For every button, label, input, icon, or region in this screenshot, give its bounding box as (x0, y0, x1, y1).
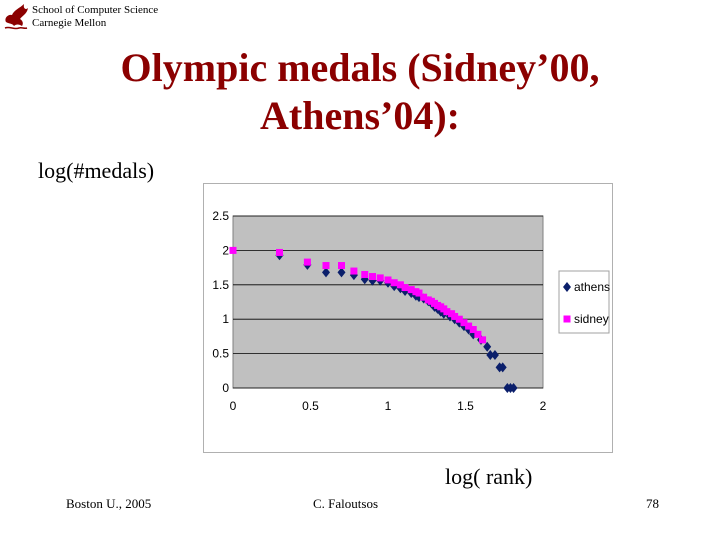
sidney-series (229, 246, 487, 344)
cmu-griffin-logo (4, 4, 28, 30)
sidney-point (465, 322, 473, 330)
sidney-point (303, 258, 311, 266)
athens-point (486, 349, 495, 360)
x-tick-label: 0.5 (302, 399, 319, 413)
legend-marker-athens (563, 282, 571, 292)
sidney-point (407, 286, 415, 294)
legend: athens sidney (558, 270, 610, 334)
sidney-point (479, 336, 487, 344)
athens-point (360, 274, 369, 285)
athens-point (483, 341, 492, 352)
y-tick-label: 1 (222, 312, 229, 326)
sidney-point (401, 284, 409, 292)
y-tick-label: 2.5 (212, 209, 229, 223)
sidney-point (451, 312, 459, 320)
x-axis-label: log( rank) (445, 464, 533, 489)
sidney-point (455, 315, 463, 323)
data-points (229, 246, 518, 393)
y-tick-label: 0.5 (212, 347, 229, 361)
sidney-point (420, 293, 428, 301)
legend-label-athens: athens (574, 280, 610, 294)
sidney-point (443, 308, 451, 316)
sidney-point (322, 262, 330, 270)
sidney-point (338, 262, 345, 270)
legend-box (558, 270, 610, 334)
institution-line1: School of Computer Science (32, 4, 159, 16)
footer-venue: Boston U., 2005 (66, 496, 152, 511)
plot-area (232, 215, 544, 389)
y-axis-label: log(#medals) (38, 158, 155, 183)
sidney-point (350, 267, 358, 275)
sidney-point (396, 281, 404, 289)
athens-point (490, 349, 499, 360)
sidney-point (384, 276, 392, 284)
slide-title: Olympic medals (Sidney’00, Athens’04): (40, 44, 680, 140)
athens-point (322, 267, 330, 278)
page-number: 78 (646, 496, 659, 511)
sidney-point (376, 274, 384, 282)
y-tick-labels: 0 0.5 1 1.5 2 2.5 (212, 209, 229, 395)
title-line2: Athens’04): (260, 93, 460, 138)
institution-line2: Carnegie Mellon (32, 17, 107, 29)
athens-point (509, 383, 518, 393)
title-line1: Olympic medals (Sidney’00, (120, 45, 600, 90)
athens-point (337, 267, 346, 278)
y-tick-label: 1.5 (212, 278, 229, 292)
sidney-point (276, 248, 283, 256)
sidney-point (460, 319, 468, 327)
sidney-point (390, 279, 398, 287)
sidney-point (229, 246, 237, 254)
x-tick-labels: 0 0.5 1 1.5 2 (230, 399, 547, 413)
sidney-point (474, 330, 482, 338)
athens-point (498, 362, 507, 373)
sidney-point (361, 270, 369, 278)
x-tick-label: 2 (540, 399, 547, 413)
sidney-point (369, 273, 376, 281)
legend-label-sidney: sidney (574, 312, 609, 326)
legend-marker-sidney (563, 315, 571, 323)
y-tick-label: 0 (222, 381, 229, 395)
x-tick-label: 1.5 (457, 399, 474, 413)
sidney-point (469, 326, 477, 334)
scatter-chart: 0 0.5 1 1.5 2 0 0.5 1 1.5 2 2.5 athens sidney (203, 183, 613, 453)
x-tick-label: 1 (385, 399, 392, 413)
institution-name: School of Computer Science Carnegie Mell… (32, 4, 158, 30)
x-tick-label: 0 (230, 399, 237, 413)
y-tick-label: 2 (222, 243, 229, 257)
footer-author: C. Faloutsos (313, 496, 379, 511)
sidney-point (415, 289, 423, 297)
